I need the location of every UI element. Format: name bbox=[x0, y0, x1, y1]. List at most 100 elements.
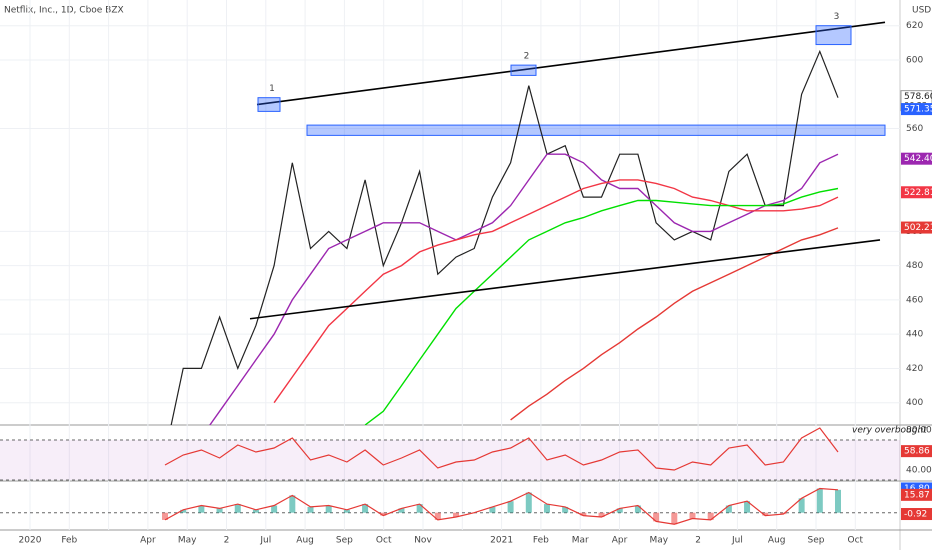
macd-histogram bbox=[543, 504, 550, 513]
y-tick-label: 620 bbox=[906, 21, 923, 31]
macd-histogram bbox=[616, 508, 623, 513]
macd-histogram bbox=[653, 512, 660, 522]
x-tick-label: Oct bbox=[848, 536, 864, 546]
macd-histogram bbox=[162, 512, 168, 520]
x-tick-label: May bbox=[178, 536, 197, 546]
macd-histogram bbox=[798, 498, 805, 513]
currency: USD bbox=[912, 6, 931, 16]
macd-histogram bbox=[689, 512, 696, 519]
price-tag bbox=[901, 152, 932, 165]
y-tick-label: 460 bbox=[906, 295, 923, 305]
x-tick-label: Mar bbox=[572, 536, 589, 546]
x-tick-label: Nov bbox=[414, 536, 432, 546]
macd-histogram bbox=[198, 505, 205, 513]
price-tag bbox=[901, 186, 932, 199]
series-line bbox=[273, 179, 839, 404]
rsi-tag-label: 58.86 bbox=[904, 447, 930, 457]
x-tick-label: Feb bbox=[533, 536, 549, 546]
macd-histogram bbox=[234, 504, 241, 513]
macd-histogram bbox=[489, 506, 496, 513]
macd-histogram bbox=[343, 509, 350, 513]
macd-histogram bbox=[725, 505, 732, 513]
zone-label: 1 bbox=[269, 84, 275, 94]
support-zone bbox=[306, 124, 886, 136]
series-line bbox=[364, 187, 839, 425]
series-line bbox=[170, 49, 839, 425]
macd-histogram bbox=[707, 512, 714, 520]
y-tick-label: 560 bbox=[906, 124, 923, 134]
zone bbox=[815, 25, 852, 46]
macd-histogram bbox=[434, 512, 441, 520]
macd-histogram bbox=[762, 512, 769, 516]
macd-histogram bbox=[634, 505, 641, 513]
trendline bbox=[256, 21, 886, 106]
macd-histogram bbox=[307, 506, 314, 513]
rsi-tick-label: 40.00 bbox=[906, 466, 932, 476]
rsi-band bbox=[0, 440, 900, 480]
macd-histogram bbox=[380, 512, 387, 516]
macd-histogram bbox=[525, 492, 532, 513]
series-line bbox=[209, 153, 839, 425]
zone bbox=[257, 97, 281, 112]
price-tag-label: 502.21 bbox=[904, 223, 932, 233]
macd-tag-label: 15.87 bbox=[904, 490, 930, 500]
macd-histogram bbox=[289, 495, 296, 513]
macd-histogram bbox=[325, 505, 332, 513]
x-tick-label: Feb bbox=[61, 536, 77, 546]
macd-histogram bbox=[598, 512, 605, 518]
y-tick-label: 600 bbox=[906, 55, 923, 65]
x-tick-label: Apr bbox=[612, 536, 628, 546]
x-tick-label: Oct bbox=[376, 536, 392, 546]
x-tick-label: May bbox=[649, 536, 668, 546]
price-tag-label: 578.60 bbox=[904, 92, 932, 102]
macd-tag bbox=[901, 508, 932, 521]
price-tag-label: 571.35 bbox=[904, 105, 932, 115]
macd-histogram bbox=[362, 504, 369, 513]
macd-histogram bbox=[507, 501, 514, 513]
y-tick-label: 400 bbox=[906, 398, 923, 408]
macd-histogram bbox=[180, 509, 187, 513]
macd-histogram bbox=[216, 508, 223, 513]
macd-histogram bbox=[398, 508, 405, 513]
x-tick-label: Jul bbox=[731, 536, 743, 546]
macd-histogram bbox=[453, 512, 460, 518]
x-tick-label: Sep bbox=[808, 536, 825, 546]
macd-line bbox=[164, 487, 839, 525]
macd-histogram bbox=[671, 512, 678, 525]
series-line bbox=[510, 227, 839, 421]
x-tick-label: 2021 bbox=[490, 536, 513, 546]
macd-histogram bbox=[252, 509, 259, 513]
zone bbox=[510, 64, 537, 76]
price-tag-label: 522.81 bbox=[904, 188, 932, 198]
x-tick-label: 2 bbox=[695, 536, 701, 546]
x-tick-label: Sep bbox=[336, 536, 353, 546]
macd-histogram bbox=[744, 501, 751, 513]
macd-histogram bbox=[271, 505, 278, 513]
y-tick-label: 480 bbox=[906, 261, 923, 271]
chart-title: Netflix, Inc., 1D, Cboe BZX bbox=[4, 6, 124, 16]
zone-label: 3 bbox=[834, 12, 840, 22]
macd-tag bbox=[901, 488, 932, 501]
rsi-line bbox=[164, 427, 839, 471]
price-tag bbox=[901, 221, 932, 234]
x-tick-label: 2 bbox=[224, 536, 230, 546]
macd-histogram bbox=[416, 504, 423, 513]
price-tag bbox=[901, 103, 932, 116]
x-tick-label: 2020 bbox=[19, 536, 42, 546]
macd-histogram bbox=[835, 489, 841, 513]
y-tick-label: 420 bbox=[906, 364, 923, 374]
rsi-tick-label: 80.00 bbox=[906, 426, 932, 436]
zone-label: 2 bbox=[524, 52, 530, 62]
macd-histogram bbox=[580, 512, 587, 516]
rsi-annotation: very overbought bbox=[852, 426, 927, 436]
y-tick-label: 440 bbox=[906, 330, 923, 340]
x-tick-label: Aug bbox=[296, 536, 314, 546]
trendline bbox=[249, 239, 881, 320]
macd-histogram bbox=[562, 506, 569, 513]
macd-histogram bbox=[816, 488, 823, 513]
x-tick-label: Apr bbox=[140, 536, 156, 546]
macd-tag-label: -0.92 bbox=[904, 510, 927, 520]
x-tick-label: Jul bbox=[259, 536, 271, 546]
